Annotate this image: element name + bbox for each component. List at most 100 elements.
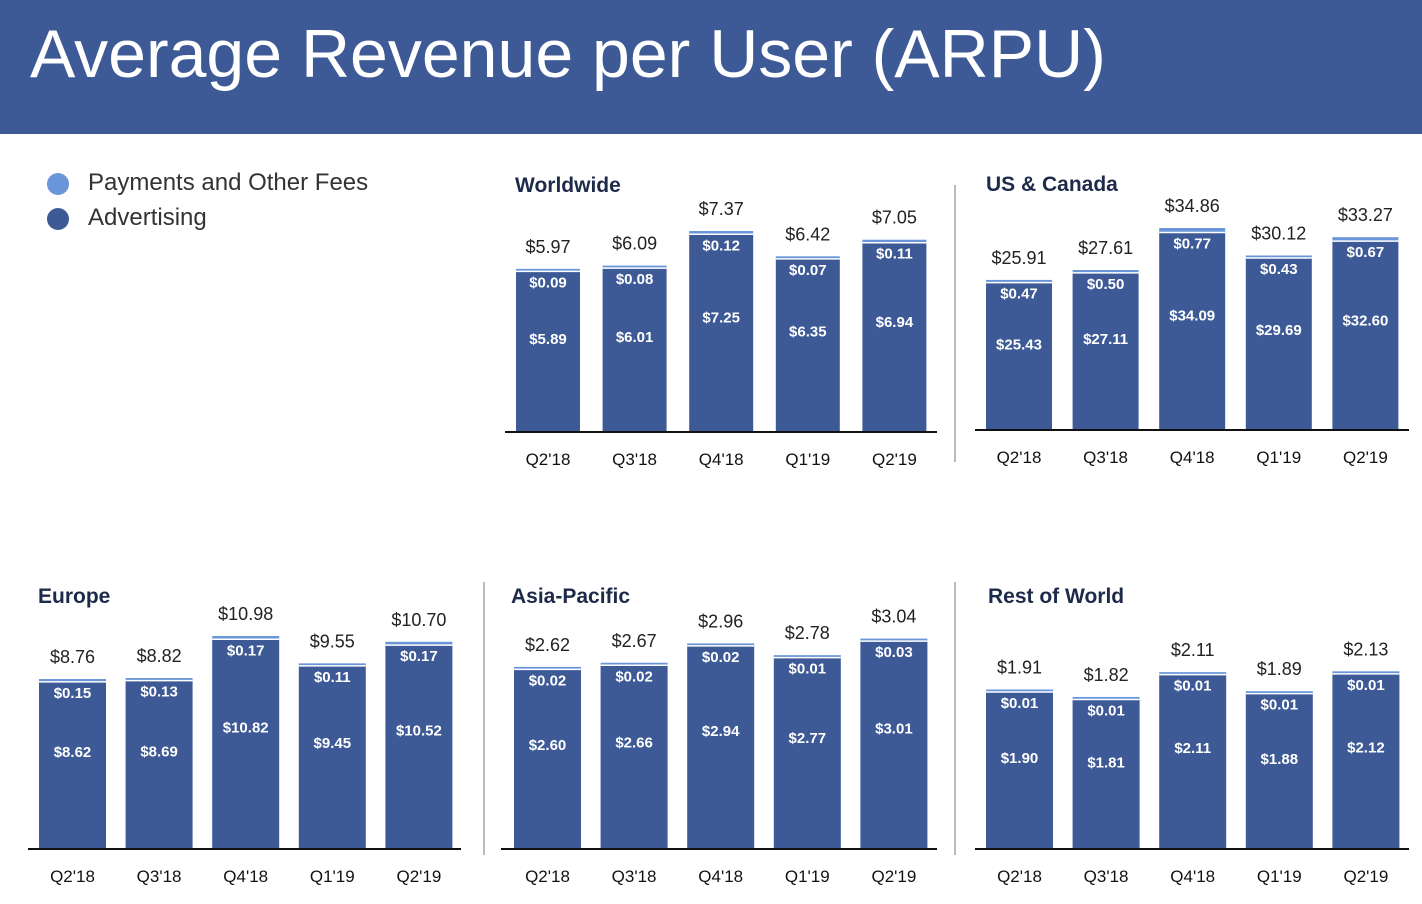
advertising-label: $6.01	[616, 329, 654, 346]
advertising-label: $9.45	[314, 735, 352, 752]
bar-payments	[212, 636, 280, 640]
advertising-label: $2.94	[702, 723, 740, 740]
advertising-label: $8.62	[54, 744, 92, 761]
total-label: $2.13	[1343, 639, 1388, 659]
total-label: $1.89	[1257, 659, 1302, 679]
bar-advertising	[600, 665, 668, 849]
x-tick-label: Q3'18	[1084, 867, 1129, 886]
total-label: $3.04	[871, 607, 916, 627]
bar-advertising	[1245, 693, 1313, 849]
panel-title: Asia-Pacific	[511, 585, 630, 608]
bar-advertising	[1072, 699, 1140, 849]
payments-label: $0.17	[227, 642, 265, 659]
page-title: Average Revenue per User (ARPU)	[30, 16, 1106, 92]
payments-label: $0.01	[1347, 677, 1385, 694]
bar-payments	[986, 689, 1053, 693]
payments-label: $0.13	[140, 684, 178, 701]
bar-advertising	[298, 665, 366, 849]
payments-label: $0.77	[1173, 235, 1211, 252]
total-label: $7.05	[872, 208, 917, 228]
bar-payments	[516, 268, 580, 272]
bar-advertising	[687, 645, 755, 849]
total-label: $2.67	[612, 631, 657, 651]
total-label: $10.70	[391, 610, 446, 630]
payments-label: $0.02	[529, 672, 567, 689]
bar-advertising	[516, 271, 580, 432]
header-bar: Average Revenue per User (ARPU)	[0, 0, 1422, 134]
legend-label-payments: Payments and Other Fees	[88, 169, 369, 196]
bar-payments	[1245, 255, 1312, 258]
total-label: $8.82	[137, 646, 182, 666]
payments-label: $0.01	[1087, 702, 1125, 719]
legend: Payments and Other Fees Advertising	[46, 168, 446, 238]
x-tick-label: Q2'19	[1343, 867, 1388, 886]
x-tick-label: Q4'18	[698, 867, 743, 886]
bar-payments	[1072, 270, 1139, 273]
advertising-label: $25.43	[996, 337, 1042, 354]
bar-advertising	[689, 234, 754, 432]
payments-label: $0.02	[615, 668, 653, 685]
total-label: $6.09	[612, 234, 657, 254]
bar-advertising	[1332, 241, 1399, 430]
payments-label: $0.11	[876, 246, 913, 263]
bar-advertising	[1332, 673, 1400, 849]
bar-advertising	[862, 242, 927, 432]
legend-item-advertising: Advertising	[46, 203, 446, 238]
bar-payments	[125, 678, 193, 681]
panel-title: US & Canada	[986, 173, 1118, 196]
x-tick-label: Q1'19	[785, 450, 830, 469]
payments-label: $0.47	[1000, 286, 1038, 303]
bar-payments	[860, 638, 928, 642]
x-tick-label: Q1'19	[310, 867, 355, 886]
x-tick-label: Q3'18	[1083, 448, 1128, 467]
bar-payments	[687, 643, 755, 646]
payments-label: $0.02	[702, 649, 740, 666]
bar-advertising	[39, 681, 106, 849]
bar-payments	[39, 679, 106, 682]
x-tick-label: Q2'18	[997, 448, 1042, 467]
bar-payments	[689, 231, 754, 235]
panel-title: Rest of World	[988, 585, 1124, 608]
total-label: $2.11	[1171, 640, 1215, 660]
x-tick-label: Q2'18	[50, 867, 95, 886]
payments-label: $0.01	[1174, 678, 1212, 695]
advertising-label: $1.90	[1001, 750, 1039, 767]
bar-payments	[1332, 237, 1399, 242]
legend-item-payments: Payments and Other Fees	[46, 168, 446, 203]
total-label: $1.91	[997, 658, 1042, 678]
total-label: $10.98	[218, 604, 273, 624]
x-tick-label: Q4'18	[1170, 867, 1215, 886]
total-label: $2.96	[698, 611, 743, 631]
payments-label: $0.08	[616, 271, 654, 288]
bar-advertising	[1072, 272, 1139, 430]
bar-payments	[1332, 671, 1400, 674]
advertising-label: $8.69	[140, 743, 178, 760]
x-tick-label: Q3'18	[137, 867, 182, 886]
advertising-label: $5.89	[529, 331, 567, 348]
x-tick-label: Q3'18	[612, 450, 657, 469]
bar-advertising	[1245, 257, 1312, 430]
total-label: $30.12	[1251, 223, 1306, 243]
payments-label: $0.43	[1260, 261, 1298, 278]
advertising-label: $6.94	[876, 314, 914, 331]
x-tick-label: Q2'19	[871, 867, 916, 886]
bar-payments	[600, 662, 668, 666]
advertising-label: $6.35	[789, 324, 827, 341]
legend-label-advertising: Advertising	[88, 204, 207, 231]
x-tick-label: Q2'18	[997, 867, 1042, 886]
x-tick-label: Q2'19	[1343, 448, 1388, 467]
payments-label: $0.50	[1087, 276, 1125, 293]
total-label: $27.61	[1078, 238, 1133, 258]
total-label: $5.97	[525, 237, 570, 257]
payments-label: $0.17	[400, 648, 438, 665]
bar-advertising	[212, 639, 280, 849]
legend-dot-advertising	[47, 208, 69, 230]
bar-payments	[1072, 696, 1140, 700]
bar-payments	[298, 663, 366, 666]
x-tick-label: Q2'18	[526, 450, 571, 469]
payments-label: $0.09	[529, 274, 567, 291]
advertising-label: $32.60	[1342, 312, 1388, 329]
total-label: $2.78	[785, 623, 830, 643]
x-tick-label: Q2'19	[872, 450, 917, 469]
